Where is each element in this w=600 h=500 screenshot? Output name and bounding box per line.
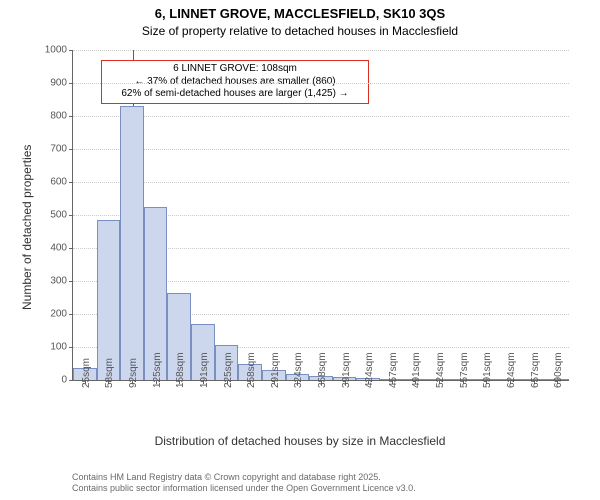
ytick-label: 700 — [50, 144, 73, 155]
gridline — [73, 50, 569, 51]
xtick-label: 291sqm — [270, 352, 281, 388]
callout-box: 6 LINNET GROVE: 108sqm ← 37% of detached… — [101, 60, 369, 104]
ytick-label: 500 — [50, 210, 73, 221]
ytick-label: 100 — [50, 342, 73, 353]
xtick-label: 491sqm — [411, 352, 422, 388]
y-axis-label: Number of detached properties — [20, 145, 34, 310]
chart-title-line1: 6, LINNET GROVE, MACCLESFIELD, SK10 3QS — [0, 6, 600, 21]
xtick-label: 225sqm — [223, 352, 234, 388]
xtick-label: 92sqm — [128, 358, 139, 388]
x-axis-label: Distribution of detached houses by size … — [0, 434, 600, 448]
callout-line-3: 62% of semi-detached houses are larger (… — [106, 88, 364, 101]
plot-area: 6 LINNET GROVE: 108sqm ← 37% of detached… — [72, 50, 569, 381]
chart-container: 6, LINNET GROVE, MACCLESFIELD, SK10 3QS … — [0, 0, 600, 500]
xtick-label: 424sqm — [364, 352, 375, 388]
gridline — [73, 182, 569, 183]
footer-line-1: Contains HM Land Registry data © Crown c… — [0, 472, 600, 483]
xtick-label: 25sqm — [81, 358, 92, 388]
ytick-label: 900 — [50, 78, 73, 89]
xtick-label: 457sqm — [388, 352, 399, 388]
xtick-label: 58sqm — [104, 358, 115, 388]
xtick-label: 624sqm — [506, 352, 517, 388]
ytick-label: 200 — [50, 309, 73, 320]
xtick-label: 258sqm — [246, 352, 257, 388]
xtick-label: 591sqm — [482, 352, 493, 388]
gridline — [73, 149, 569, 150]
xtick-label: 657sqm — [530, 352, 541, 388]
ytick-label: 600 — [50, 177, 73, 188]
ytick-label: 300 — [50, 276, 73, 287]
ytick-label: 1000 — [45, 45, 73, 56]
ytick-label: 800 — [50, 111, 73, 122]
xtick-label: 690sqm — [553, 352, 564, 388]
xtick-label: 391sqm — [341, 352, 352, 388]
ytick-label: 400 — [50, 243, 73, 254]
xtick-label: 158sqm — [175, 352, 186, 388]
gridline — [73, 83, 569, 84]
callout-line-1: 6 LINNET GROVE: 108sqm — [106, 63, 364, 76]
xtick-label: 324sqm — [293, 352, 304, 388]
footer: Contains HM Land Registry data © Crown c… — [0, 472, 600, 495]
chart-title-line2: Size of property relative to detached ho… — [0, 24, 600, 38]
xtick-label: 191sqm — [199, 352, 210, 388]
footer-line-2: Contains public sector information licen… — [0, 483, 600, 494]
histogram-bar — [120, 106, 144, 380]
ytick-label: 0 — [61, 375, 73, 386]
xtick-label: 524sqm — [435, 352, 446, 388]
callout-line-2: ← 37% of detached houses are smaller (86… — [106, 76, 364, 89]
gridline — [73, 116, 569, 117]
xtick-label: 125sqm — [152, 352, 163, 388]
xtick-label: 557sqm — [459, 352, 470, 388]
histogram-bar — [97, 220, 121, 380]
xtick-label: 358sqm — [317, 352, 328, 388]
